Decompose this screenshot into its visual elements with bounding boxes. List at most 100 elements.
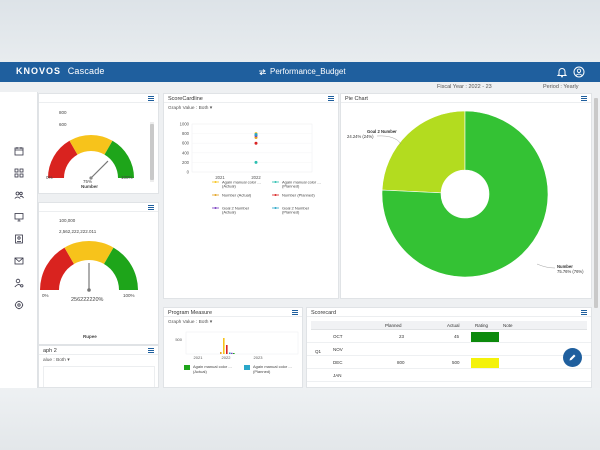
legend-label: Goal 2 Number bbox=[222, 205, 250, 210]
table-row[interactable]: NOV bbox=[307, 344, 591, 356]
menu-icon[interactable] bbox=[292, 310, 298, 315]
user-settings-icon[interactable] bbox=[14, 278, 24, 288]
bar[interactable] bbox=[223, 338, 225, 354]
brand-sub: Cascade bbox=[67, 66, 105, 76]
monitor-icon[interactable] bbox=[14, 212, 24, 222]
users-icon[interactable] bbox=[14, 190, 24, 200]
gauge1-scrollbar-track[interactable] bbox=[150, 122, 154, 182]
top-bar: KNOVOS Cascade Performance_Budget bbox=[0, 62, 600, 82]
panel-header: Pie Chart bbox=[341, 94, 591, 103]
x-tick-label: 2023 bbox=[254, 355, 264, 360]
gauge1-scrollbar-thumb[interactable] bbox=[150, 124, 154, 180]
gauge2-min-label: 0% bbox=[42, 293, 49, 298]
table-row[interactable]: JAN bbox=[307, 370, 591, 382]
graph2-select-value: alue : Both bbox=[43, 358, 66, 363]
plot-frame bbox=[191, 123, 313, 173]
fiscal-year-select[interactable]: Fiscal Year : 2022 - 23 bbox=[437, 84, 492, 90]
col-header-actual: Actual bbox=[447, 323, 460, 328]
rating-swatch bbox=[471, 358, 499, 368]
table-row[interactable]: DEC 800 500 bbox=[307, 357, 591, 369]
pie-slice[interactable] bbox=[381, 110, 549, 278]
edit-fab-button[interactable] bbox=[563, 348, 582, 367]
scorecard-title: Scorecard bbox=[311, 310, 337, 316]
program-select[interactable]: Graph Value : Both ▾ bbox=[168, 320, 213, 325]
gauge2-green-arc bbox=[104, 247, 138, 290]
piechart-panel: Pie Chart Goal 2 Number 24.24% (24%) Numbe… bbox=[340, 93, 592, 299]
settings-icon[interactable] bbox=[14, 300, 24, 310]
calendar-icon[interactable] bbox=[14, 146, 24, 156]
legend-label: (Actual) bbox=[193, 369, 207, 374]
gauge2-footer-label: Rupee bbox=[83, 334, 97, 339]
page-title: Performance_Budget bbox=[258, 67, 346, 76]
pie-slice[interactable] bbox=[381, 110, 466, 194]
menu-icon[interactable] bbox=[581, 310, 587, 315]
gauge1-needle bbox=[90, 160, 109, 179]
filter-bar: Fiscal Year : 2022 - 23 Period : Yearly bbox=[0, 82, 600, 92]
panel-header: Program Measure bbox=[164, 308, 302, 317]
data-point[interactable] bbox=[254, 133, 258, 137]
row-planned: 23 bbox=[399, 334, 405, 339]
scorecardline-title: ScoreCardline bbox=[168, 96, 203, 102]
row-actual: 500 bbox=[452, 360, 460, 365]
bar[interactable] bbox=[231, 352, 233, 354]
swap-icon bbox=[259, 68, 266, 75]
x-tick-label: 2022 bbox=[222, 355, 232, 360]
scorecardline-panel: ScoreCardline Graph Value : Both ▾ 1000 8… bbox=[163, 93, 339, 299]
graph2-plot-area bbox=[43, 366, 155, 387]
menu-icon[interactable] bbox=[148, 348, 154, 353]
main-scrollbar[interactable] bbox=[594, 98, 598, 308]
row-month: DEC bbox=[333, 360, 343, 365]
gauge1-min-label: 0% bbox=[46, 175, 53, 180]
grid-icon[interactable] bbox=[14, 168, 24, 178]
scorecardline-select-value: Graph Value : Both bbox=[168, 106, 209, 111]
gauge2-needle-hub bbox=[87, 288, 91, 292]
bar[interactable] bbox=[220, 352, 222, 354]
scorecardline-select[interactable]: Graph Value : Both ▾ bbox=[168, 106, 213, 111]
x-tick-label: 2021 bbox=[194, 355, 204, 360]
panel-header: aph 2 bbox=[39, 346, 158, 355]
period-select[interactable]: Period : Yearly bbox=[543, 84, 579, 90]
gauge2-second-label: 2,562,222,222.011 bbox=[59, 229, 97, 234]
brand-logo[interactable]: KNOVOS Cascade bbox=[16, 66, 105, 76]
legend-label: (Planned) bbox=[282, 210, 300, 215]
legend-label: Again manual color ... bbox=[282, 179, 321, 184]
program-title: Program Measure bbox=[168, 310, 213, 316]
y-tick-label: 1000 bbox=[180, 122, 190, 127]
pie-label-name: Number bbox=[557, 264, 573, 269]
graph2-select[interactable]: alue : Both ▾ bbox=[43, 358, 70, 363]
badge-icon[interactable] bbox=[14, 234, 24, 244]
graph2-title: aph 2 bbox=[43, 348, 57, 354]
data-point[interactable] bbox=[254, 160, 258, 164]
data-point[interactable] bbox=[254, 141, 258, 145]
gauge1-max-label: 100% bbox=[121, 175, 133, 180]
menu-icon[interactable] bbox=[581, 96, 587, 101]
gauge1-chart bbox=[48, 135, 134, 180]
scorecard-header-row bbox=[311, 321, 587, 330]
row-month: JAN bbox=[333, 373, 342, 378]
bar[interactable] bbox=[233, 353, 235, 354]
mail-icon[interactable] bbox=[14, 256, 24, 266]
y-tick-label: 400 bbox=[182, 150, 190, 155]
legend-marker bbox=[214, 194, 217, 196]
gauge2-yellow-arc bbox=[64, 241, 114, 265]
bell-icon[interactable] bbox=[556, 66, 568, 78]
menu-icon[interactable] bbox=[148, 96, 154, 101]
panel-header bbox=[39, 203, 158, 212]
legend-label: Again manual color ... bbox=[253, 364, 292, 369]
user-icon[interactable] bbox=[573, 66, 585, 78]
graph2-panel: aph 2 alue : Both ▾ bbox=[38, 345, 159, 388]
brand-main: KNOVOS bbox=[16, 66, 62, 76]
pie-label-value: 75.76% (76%) bbox=[557, 269, 584, 274]
bar[interactable] bbox=[226, 345, 228, 354]
gauge1-green-arc bbox=[104, 140, 134, 178]
menu-icon[interactable] bbox=[328, 96, 334, 101]
menu-icon[interactable] bbox=[148, 205, 154, 210]
legend-label: (Actual) bbox=[222, 184, 236, 189]
col-header-note: Note bbox=[503, 323, 513, 328]
gauge1-center-label: Number bbox=[81, 184, 99, 189]
gauge1-red-arc bbox=[48, 140, 78, 178]
bar[interactable] bbox=[229, 352, 231, 355]
table-row[interactable]: OCT 23 45 bbox=[307, 331, 591, 343]
gauge2-center-value: 256222220% bbox=[71, 297, 104, 303]
